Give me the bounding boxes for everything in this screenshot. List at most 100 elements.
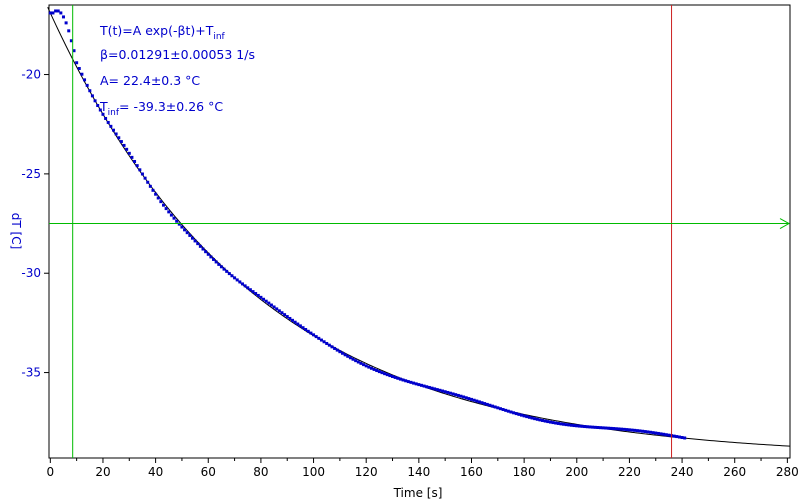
data-point	[109, 124, 113, 128]
data-point	[475, 399, 479, 403]
data-points-layer	[48, 9, 687, 440]
data-point	[454, 393, 458, 397]
data-point	[572, 424, 576, 428]
data-point	[317, 336, 321, 340]
data-point	[638, 429, 642, 433]
data-point	[235, 278, 239, 282]
data-point	[514, 412, 518, 416]
data-point	[509, 410, 513, 414]
data-point	[72, 49, 76, 53]
data-point	[362, 363, 366, 367]
data-point	[172, 216, 176, 220]
data-point	[401, 378, 405, 382]
data-point	[656, 431, 660, 435]
data-point	[246, 286, 250, 290]
x-tick-label: 160	[460, 465, 483, 479]
data-point	[617, 427, 621, 431]
data-point	[364, 364, 368, 368]
data-point	[504, 408, 508, 412]
data-point	[314, 335, 318, 339]
x-tick-label: 60	[201, 465, 216, 479]
data-point	[104, 116, 108, 120]
data-point	[248, 288, 252, 292]
x-tick-label: 100	[302, 465, 325, 479]
data-point	[293, 320, 297, 324]
data-point	[111, 128, 115, 132]
data-point	[472, 398, 476, 402]
data-point	[383, 372, 387, 376]
data-point	[641, 429, 645, 433]
data-point	[164, 207, 168, 211]
data-point	[585, 425, 589, 429]
data-point	[398, 377, 402, 381]
data-point	[319, 338, 323, 342]
data-point	[327, 343, 331, 347]
data-point	[517, 412, 521, 416]
arrow-icon	[779, 218, 791, 229]
data-point	[156, 196, 160, 200]
data-point	[541, 418, 545, 422]
data-point	[501, 408, 505, 412]
data-point	[430, 386, 434, 390]
data-point	[464, 396, 468, 400]
data-point	[635, 429, 639, 433]
data-point	[609, 426, 613, 430]
data-point	[580, 424, 584, 428]
data-point	[525, 415, 529, 419]
data-point	[662, 432, 666, 436]
data-point	[154, 192, 158, 196]
data-point	[177, 222, 181, 226]
data-point	[264, 299, 268, 303]
data-point	[288, 316, 292, 320]
data-point	[335, 348, 339, 352]
y-tick-label: -35	[21, 366, 41, 380]
data-point	[446, 390, 450, 394]
data-point	[219, 265, 223, 269]
data-point	[677, 435, 681, 439]
data-point	[101, 112, 105, 116]
data-point	[527, 415, 531, 419]
data-point	[151, 188, 155, 192]
data-point	[506, 409, 510, 413]
data-point	[51, 11, 55, 15]
data-point	[488, 403, 492, 407]
data-point	[206, 252, 210, 256]
data-point	[409, 380, 413, 384]
data-point	[451, 392, 455, 396]
data-point	[598, 426, 602, 430]
data-point	[648, 430, 652, 434]
data-point	[533, 417, 537, 421]
data-point	[385, 373, 389, 377]
x-axis-ticks: 0 20 40 60 80 100 120 140 160 180 200 220 240 260 280	[46, 458, 799, 479]
data-point	[254, 292, 258, 296]
data-point	[483, 402, 487, 406]
data-point	[633, 428, 637, 432]
data-point	[259, 295, 263, 299]
data-point	[77, 66, 81, 70]
data-point	[512, 411, 516, 415]
data-point	[546, 420, 550, 424]
data-point	[375, 369, 379, 373]
data-point	[567, 423, 571, 427]
plot-frame	[48, 4, 791, 459]
data-point	[117, 136, 121, 140]
data-point	[469, 397, 473, 401]
data-point	[127, 151, 131, 155]
data-point	[290, 318, 294, 322]
data-point	[61, 15, 65, 19]
y-axis-ticks: -20 -25 -30 -35	[21, 68, 49, 380]
data-point	[433, 387, 437, 391]
x-tick-label: 200	[565, 465, 588, 479]
fit-annotation: T(t)=A exp(-βt)+Tinf β=0.01291±0.00053 1…	[99, 23, 255, 118]
data-point	[556, 421, 560, 425]
data-point	[341, 351, 344, 355]
data-point	[230, 274, 234, 278]
data-point	[522, 414, 526, 418]
data-point	[675, 435, 679, 439]
data-point	[56, 9, 60, 13]
data-point	[193, 239, 197, 243]
data-point	[496, 406, 500, 410]
data-point	[125, 147, 129, 151]
data-point	[427, 385, 431, 389]
data-point	[372, 367, 376, 371]
